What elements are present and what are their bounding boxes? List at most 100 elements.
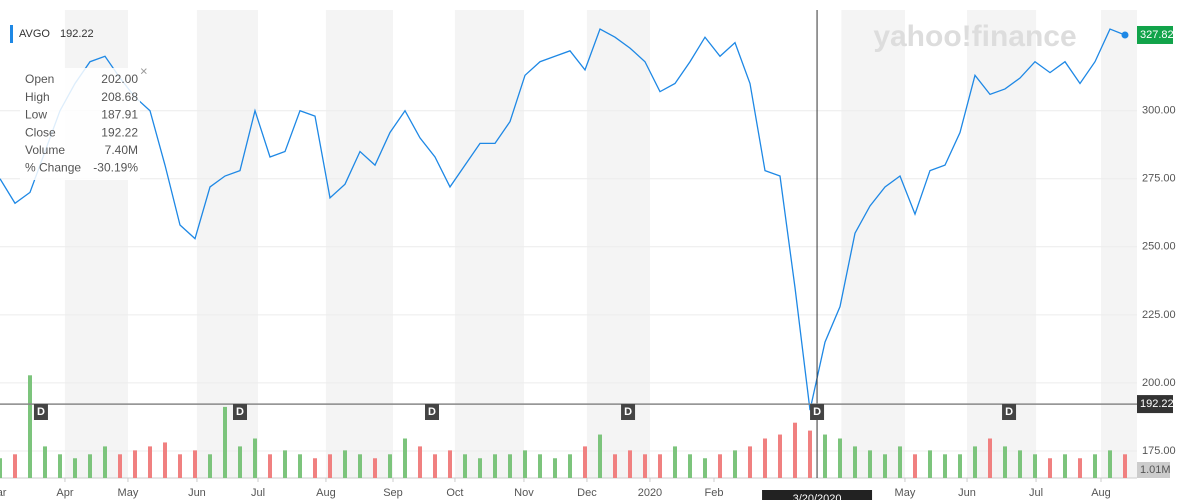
- tooltip-value: 192.22: [101, 125, 138, 139]
- volume-bar: [193, 450, 197, 478]
- volume-bar: [238, 446, 242, 478]
- volume-bar: [763, 438, 767, 478]
- x-tick-label: Jul: [1029, 487, 1043, 499]
- volume-bar: [148, 446, 152, 478]
- volume-bar: [778, 434, 782, 478]
- volume-bar: [943, 454, 947, 478]
- price-line: [0, 28, 1126, 411]
- volume-bar: [973, 446, 977, 478]
- dividend-label: D: [37, 406, 45, 418]
- volume-bar: [853, 446, 857, 478]
- volume-bar: [1063, 454, 1067, 478]
- x-tick-label: Feb: [705, 487, 724, 499]
- volume-bar: [1003, 446, 1007, 478]
- dividend-label: D: [236, 406, 244, 418]
- volume-bar: [373, 458, 377, 478]
- volume-bar: [88, 454, 92, 478]
- x-tick-label: Mar: [0, 487, 7, 499]
- tooltip-label: Open: [25, 72, 54, 86]
- volume-bar: [1018, 450, 1022, 478]
- volume-bar: [433, 454, 437, 478]
- volume-bar: [253, 438, 257, 478]
- volume-bar: [1093, 454, 1097, 478]
- month-band: [967, 10, 1037, 478]
- volume-bar: [823, 434, 827, 478]
- y-tick-label: 300.00: [1142, 105, 1176, 117]
- volume-bar: [553, 458, 557, 478]
- symbol-price: 192.22: [60, 28, 94, 40]
- volume-bar: [388, 454, 392, 478]
- volume-bar: [283, 450, 287, 478]
- volume-bar: [118, 454, 122, 478]
- x-tick-label: Aug: [1091, 487, 1111, 499]
- volume-bar: [658, 454, 662, 478]
- volume-bar: [223, 406, 227, 478]
- volume-bar: [163, 442, 167, 478]
- volume-bar: [1048, 458, 1052, 478]
- y-tick-label: 225.00: [1142, 309, 1176, 321]
- volume-bar: [328, 454, 332, 478]
- x-tick-label: 2020: [638, 487, 662, 499]
- month-band: [325, 10, 393, 478]
- dividend-marker: [1002, 404, 1017, 420]
- volume-bar: [868, 450, 872, 478]
- volume-bar: [928, 450, 932, 478]
- volume-bar: [0, 458, 2, 478]
- month-bands: [64, 10, 1137, 478]
- tooltip-label: Close: [25, 125, 56, 139]
- tooltip-label: High: [25, 90, 50, 104]
- month-band: [841, 10, 905, 478]
- volume-bar: [28, 375, 32, 478]
- volume-bar: [523, 450, 527, 478]
- volume-bar: [73, 458, 77, 478]
- tooltip-value: 187.91: [101, 108, 138, 122]
- volume-bar: [898, 446, 902, 478]
- volume-bar: [268, 454, 272, 478]
- tooltip-label: Low: [25, 108, 47, 122]
- volume-bar: [883, 454, 887, 478]
- tooltip-value: 208.68: [101, 90, 138, 104]
- dividend-marker: [621, 404, 636, 420]
- symbol-bar: [10, 25, 13, 43]
- month-band: [196, 10, 258, 478]
- volume-bar: [358, 454, 362, 478]
- x-tick-label: Oct: [446, 487, 463, 499]
- volume-bar: [13, 454, 17, 478]
- volume-bar: [748, 446, 752, 478]
- crosshair-y-tag-bg: [1137, 395, 1173, 414]
- last-point: [1121, 31, 1129, 39]
- volume-bar: [1033, 454, 1037, 478]
- volume-bar: [58, 454, 62, 478]
- tooltip-value: 7.40M: [105, 143, 138, 157]
- month-band: [1101, 10, 1137, 478]
- y-tick-label: 200.00: [1142, 377, 1176, 389]
- y-tick-label: 250.00: [1142, 241, 1176, 253]
- volume-bar: [403, 438, 407, 478]
- volume-bar: [628, 450, 632, 478]
- volume-bar: [733, 450, 737, 478]
- y-tick-label: 175.00: [1142, 445, 1176, 457]
- volume-tag-bg: [1137, 462, 1170, 478]
- x-tick-label: Aug: [316, 487, 336, 499]
- dividend-label: D: [624, 406, 632, 418]
- dividend-label: D: [428, 406, 436, 418]
- dividend-marker: [810, 404, 825, 420]
- tooltip-label: % Change: [25, 161, 81, 175]
- volume-bar: [508, 454, 512, 478]
- tooltip-value: 202.00: [101, 72, 138, 86]
- volume-bar: [493, 454, 497, 478]
- last-tag: 327.82: [1140, 29, 1174, 41]
- dividend-label: D: [1005, 406, 1013, 418]
- volume-bar: [178, 454, 182, 478]
- volume-bar: [808, 430, 812, 478]
- tooltip-label: Volume: [25, 143, 65, 157]
- symbol: AVGO: [19, 28, 50, 40]
- x-tick-label: Jun: [188, 487, 206, 499]
- volume-bar: [643, 454, 647, 478]
- volume-bar: [988, 438, 992, 478]
- volume-bar: [838, 438, 842, 478]
- y-tick-label: 275.00: [1142, 173, 1176, 185]
- dividend-label: D: [813, 406, 821, 418]
- volume-bar: [583, 446, 587, 478]
- volume-bar: [793, 422, 797, 478]
